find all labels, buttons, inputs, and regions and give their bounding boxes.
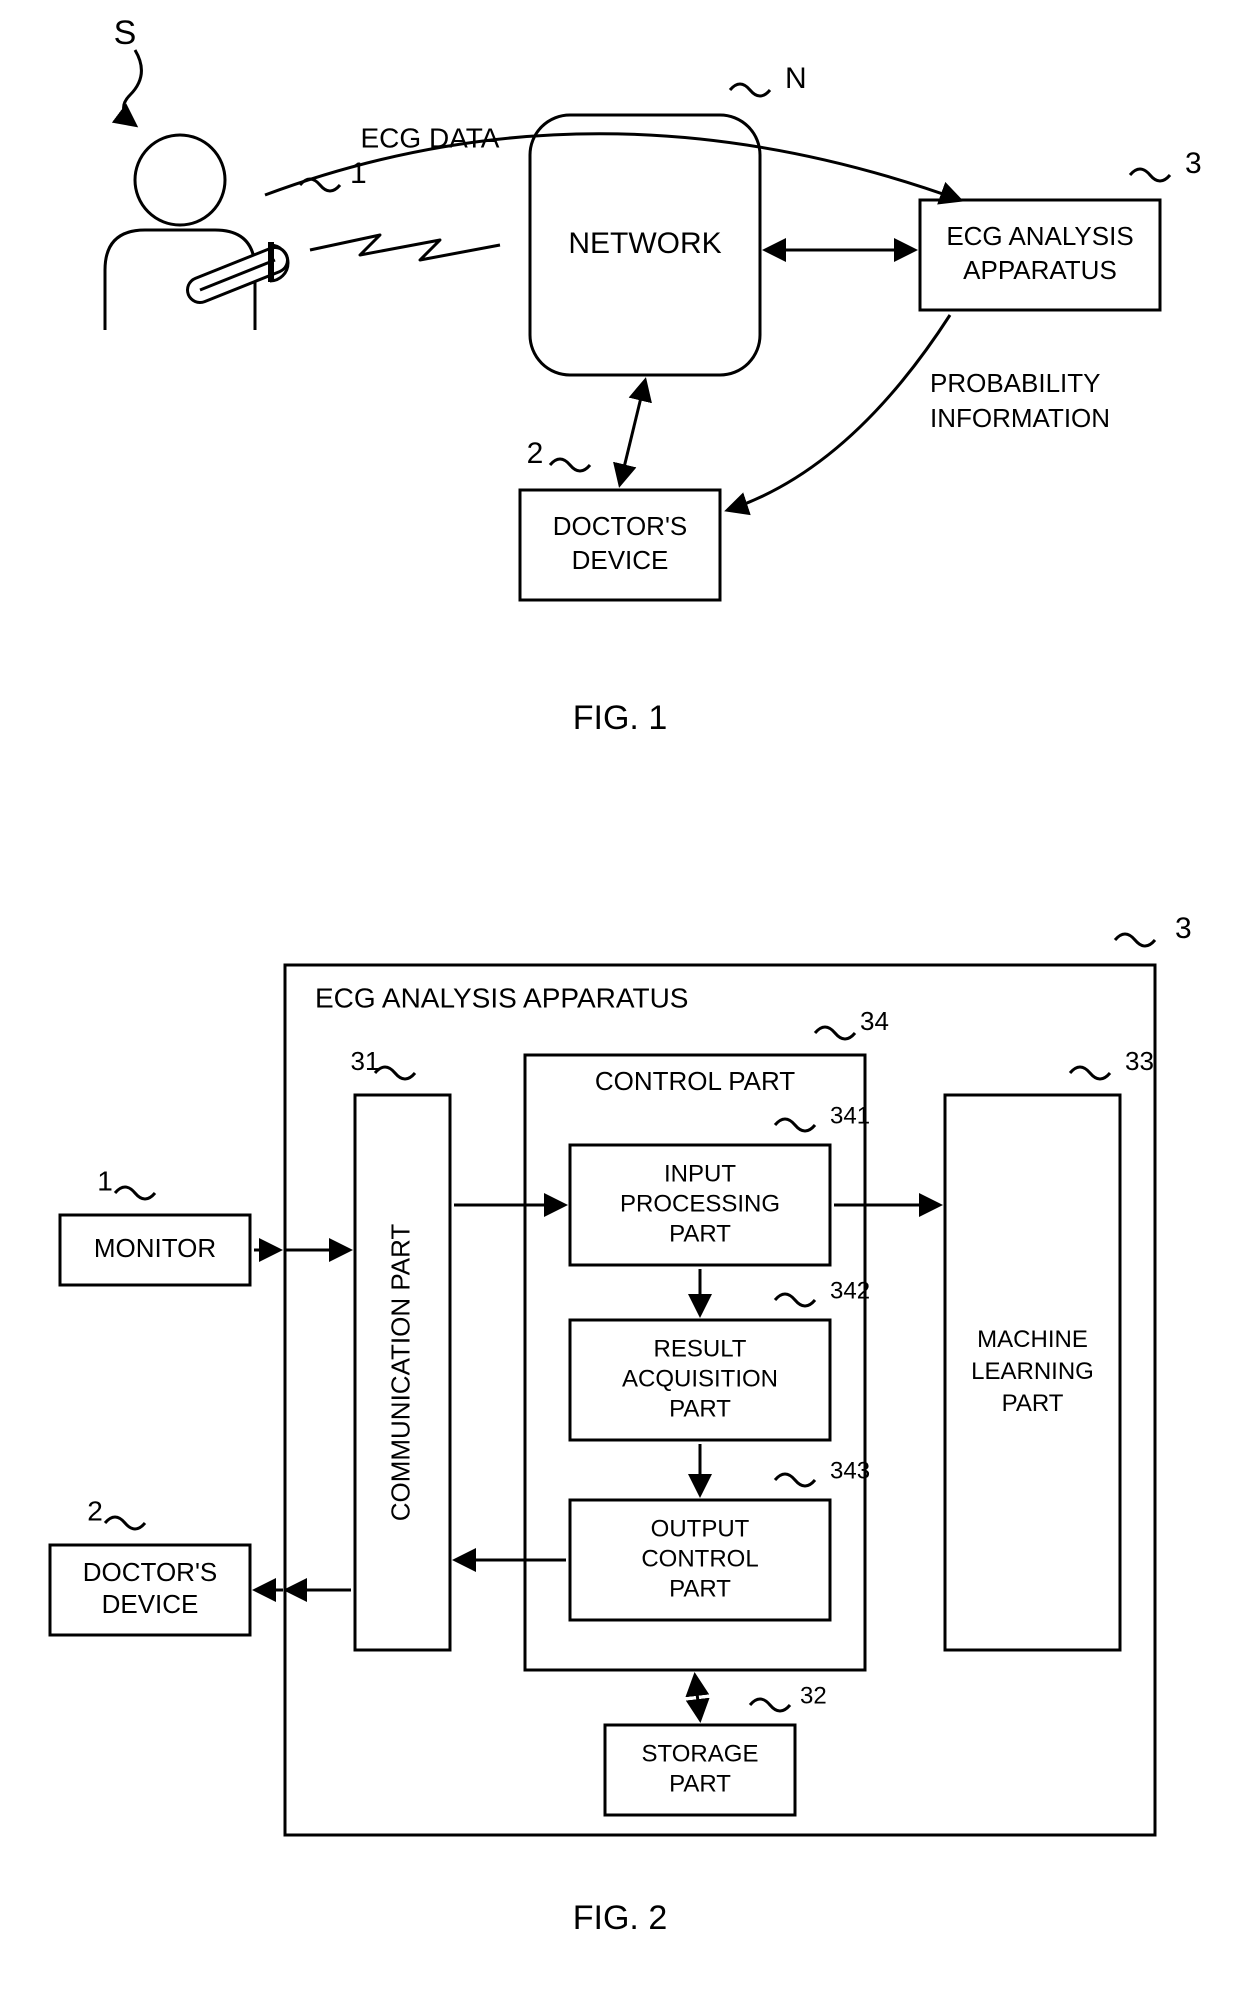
diagram-svg: S 1 NETWORK N ECG ANALYSIS APPARATUS 3 DOCTOR'S… <box>0 0 1240 1997</box>
svg-text:STORAGE: STORAGE <box>642 1740 759 1767</box>
label-2b: 2 <box>87 1495 103 1526</box>
svg-text:PART: PART <box>669 1575 731 1602</box>
label-N: N <box>785 62 807 95</box>
label-33: 33 <box>1125 1046 1154 1076</box>
fig2: ECG ANALYSIS APPARATUS 3 MONITOR 1 DOCTOR'SD… <box>50 912 1192 1937</box>
svg-text:INPUT: INPUT <box>664 1160 736 1187</box>
fig1: S 1 NETWORK N ECG ANALYSIS APPARATUS 3 DOCTOR'S… <box>105 14 1202 737</box>
comm-label: COMMUNICATION PART <box>385 1224 415 1522</box>
svg-text:CONTROL: CONTROL <box>641 1545 758 1572</box>
svg-text:PROCESSING: PROCESSING <box>620 1190 780 1217</box>
label-342: 342 <box>830 1277 870 1304</box>
svg-text:DEVICE: DEVICE <box>572 545 669 575</box>
label-341: 341 <box>830 1102 870 1129</box>
label-343: 343 <box>830 1457 870 1484</box>
svg-text:PART: PART <box>1002 1390 1064 1417</box>
label-34: 34 <box>860 1006 889 1036</box>
svg-text:APPARATUS: APPARATUS <box>963 255 1117 285</box>
svg-text:PART: PART <box>669 1770 731 1797</box>
fig2-caption: FIG. 2 <box>573 1899 667 1937</box>
label-1: 1 <box>350 157 367 190</box>
svg-text:DOCTOR'S: DOCTOR'S <box>83 1557 218 1587</box>
label-S: S <box>114 14 137 52</box>
fig1-caption: FIG. 1 <box>573 699 667 737</box>
label-3b: 3 <box>1175 912 1192 945</box>
label-31: 31 <box>351 1046 380 1076</box>
svg-text:ECG ANALYSIS: ECG ANALYSIS <box>946 221 1133 251</box>
svg-text:RESULT: RESULT <box>654 1335 747 1362</box>
outer-title: ECG ANALYSIS APPARATUS <box>315 982 688 1013</box>
label-3: 3 <box>1185 147 1202 180</box>
svg-text:INFORMATION: INFORMATION <box>930 403 1110 433</box>
svg-text:MONITOR: MONITOR <box>94 1233 216 1263</box>
svg-text:LEARNING: LEARNING <box>971 1358 1094 1385</box>
svg-text:DEVICE: DEVICE <box>102 1589 199 1619</box>
label-1b: 1 <box>97 1165 113 1196</box>
svg-text:OUTPUT: OUTPUT <box>651 1515 750 1542</box>
svg-text:PART: PART <box>669 1220 731 1247</box>
svg-text:DOCTOR'S: DOCTOR'S <box>553 511 688 541</box>
svg-text:ACQUISITION: ACQUISITION <box>622 1365 778 1392</box>
svg-text:PROBABILITY: PROBABILITY <box>930 368 1101 398</box>
svg-text:NETWORK: NETWORK <box>568 227 721 260</box>
svg-text:MACHINE: MACHINE <box>977 1326 1088 1353</box>
label-32: 32 <box>800 1682 827 1709</box>
label-2: 2 <box>527 437 544 470</box>
control-title: CONTROL PART <box>595 1066 795 1096</box>
svg-text:PART: PART <box>669 1395 731 1422</box>
